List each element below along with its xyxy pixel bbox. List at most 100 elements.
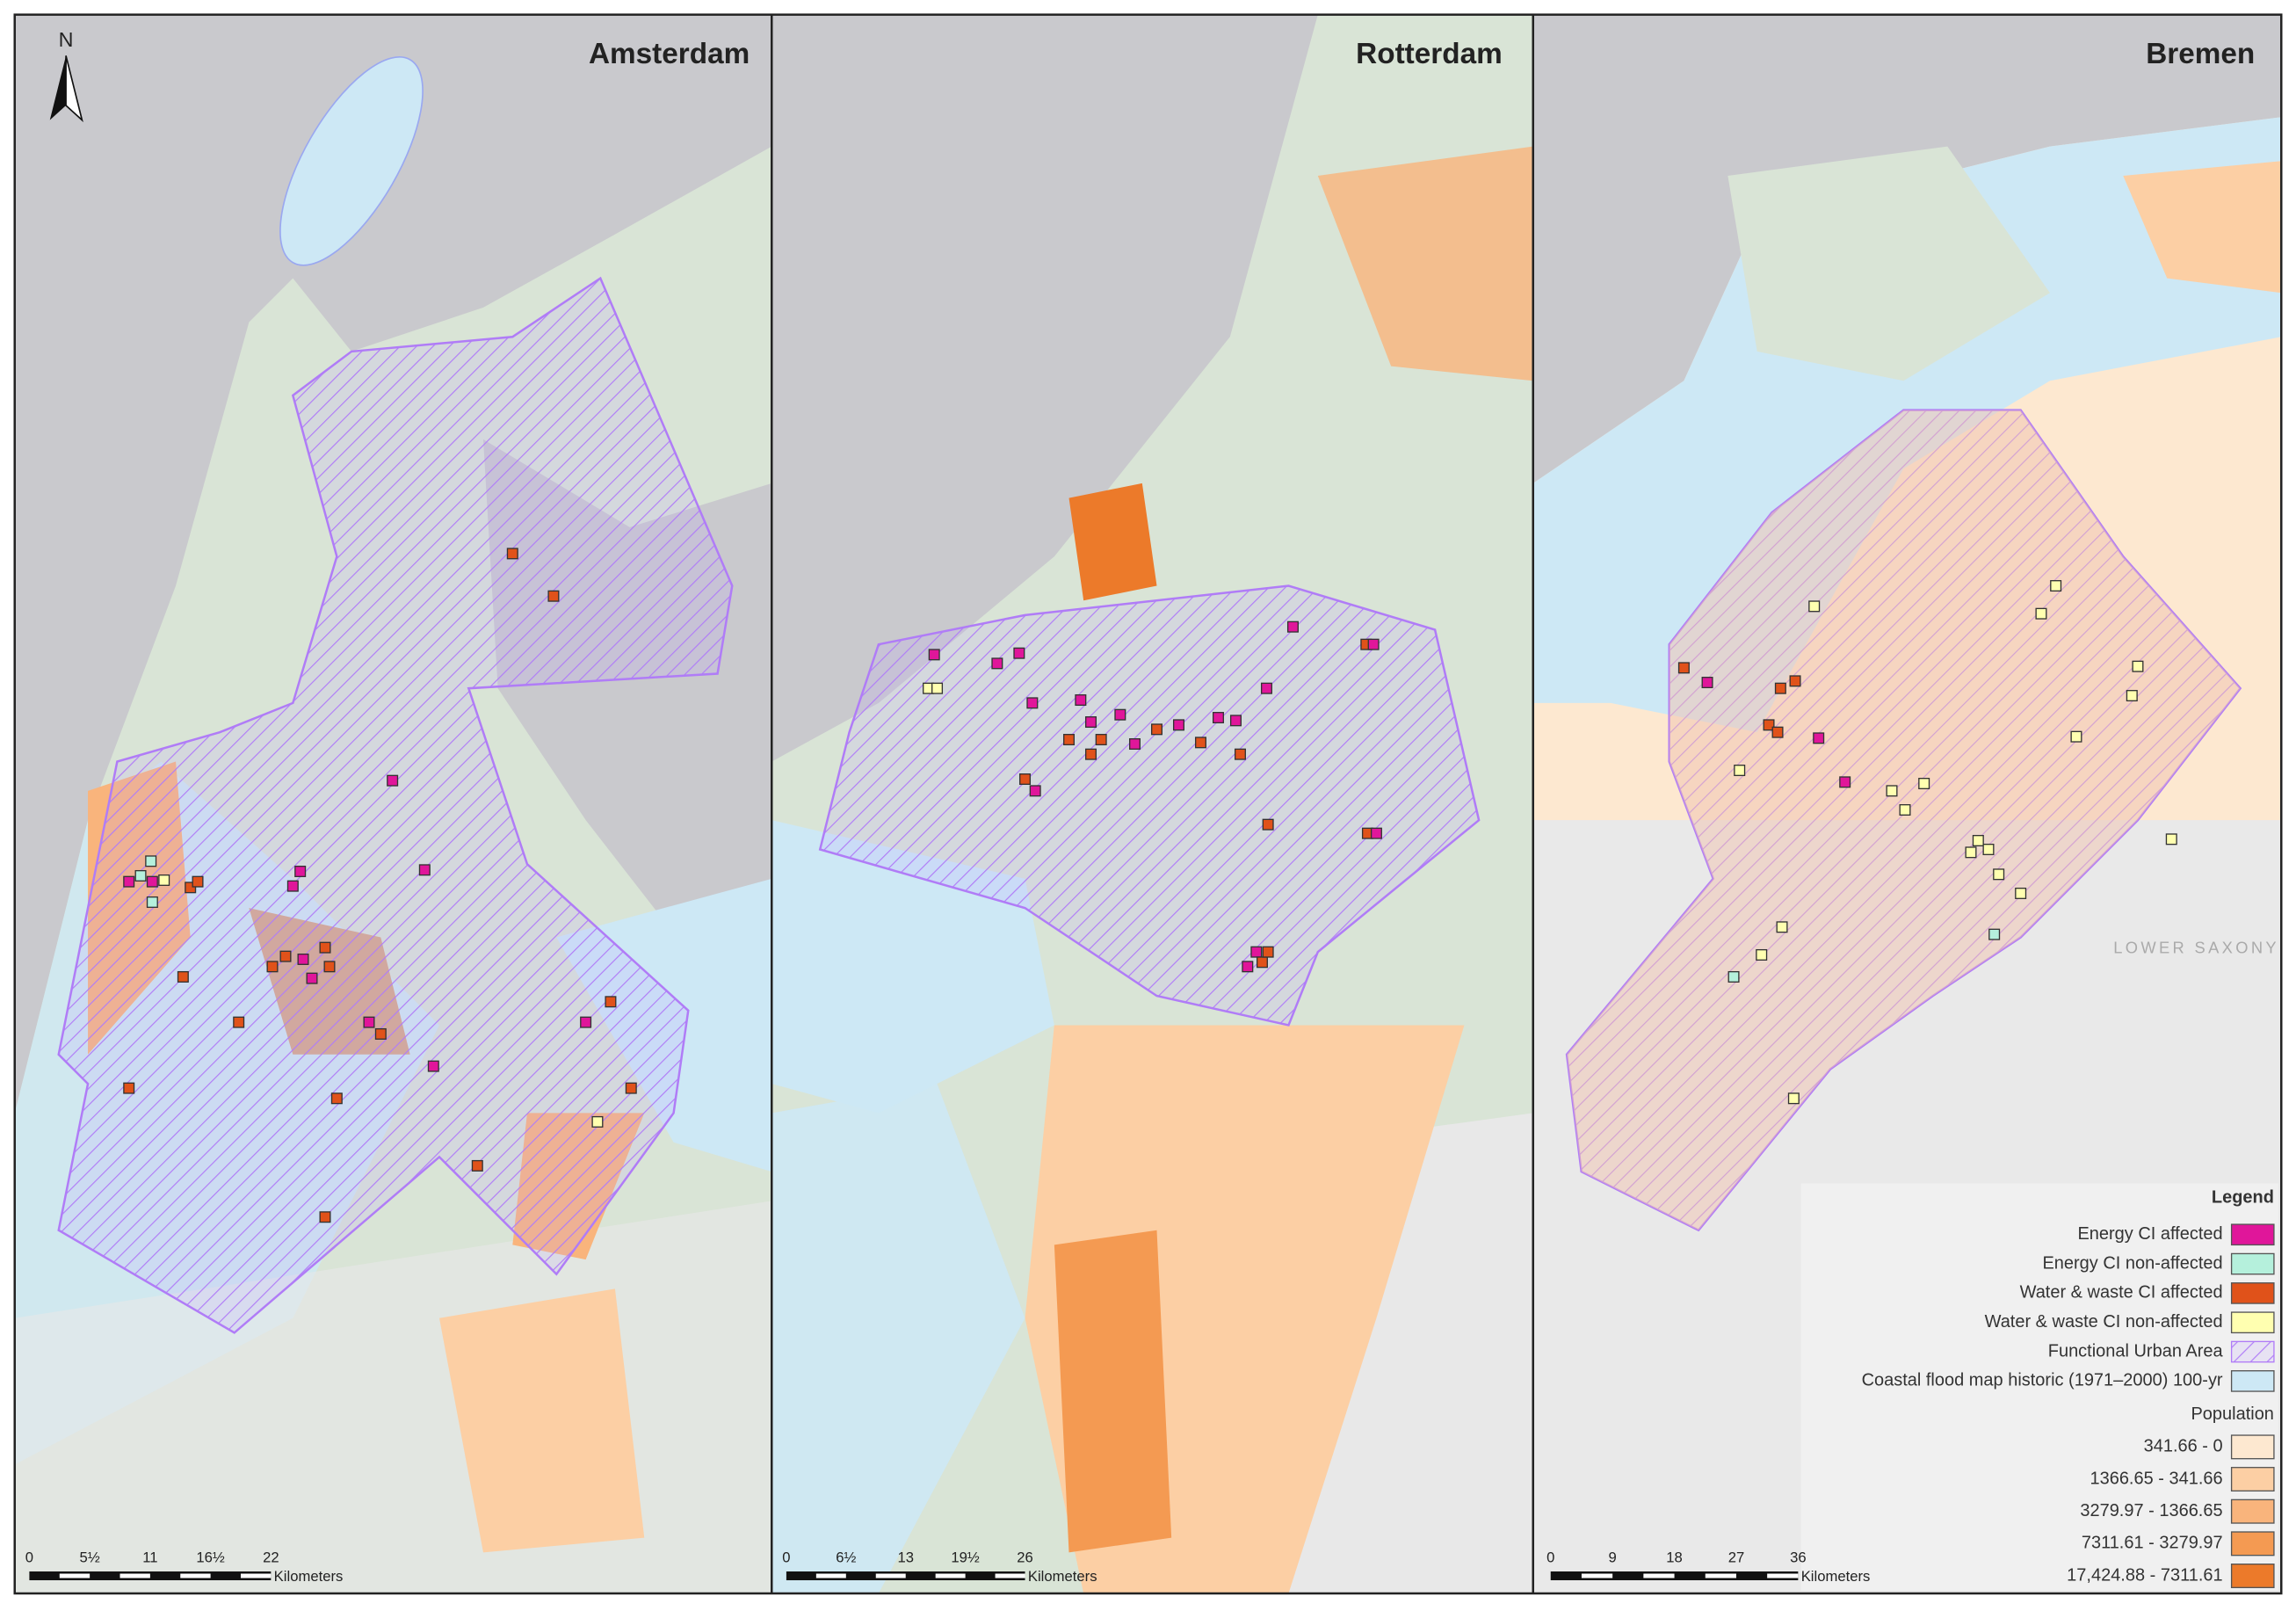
- legend-label: 1366.65 - 341.66: [2090, 1469, 2222, 1488]
- ci-marker: [1993, 868, 2005, 881]
- ci-marker: [427, 1060, 439, 1072]
- scale-bar-segment: [240, 1573, 272, 1578]
- ci-marker: [1972, 834, 1984, 846]
- scale-bar-unit: Kilometers: [1028, 1568, 1097, 1585]
- scale-bar-label: 6½: [836, 1549, 856, 1565]
- scale-bar-segment: [120, 1573, 150, 1578]
- legend-swatch: [2230, 1467, 2275, 1492]
- panel-rotterdam: [771, 14, 1533, 1594]
- ci-marker: [1242, 961, 1254, 973]
- ci-marker: [319, 1211, 331, 1223]
- scale-bar-label: 36: [1790, 1549, 1807, 1565]
- scale-bar-segment: [995, 1573, 1025, 1578]
- scale-bar-unit: Kilometers: [1801, 1568, 1871, 1585]
- ci-marker: [387, 774, 399, 787]
- ci-marker: [1701, 677, 1713, 689]
- ci-marker: [145, 855, 157, 867]
- ci-marker: [2015, 887, 2027, 899]
- legend-swatch: [2230, 1252, 2275, 1275]
- ci-marker: [158, 874, 170, 886]
- scale-bar-segment: [935, 1573, 966, 1578]
- ci-marker: [1771, 726, 1784, 738]
- ci-marker: [146, 896, 158, 908]
- legend-swatch: [2230, 1223, 2275, 1246]
- ci-marker: [1262, 818, 1274, 831]
- legend-label: Water & waste CI affected: [2020, 1283, 2223, 1303]
- legend-label: Energy CI non-affected: [2042, 1253, 2222, 1273]
- ci-marker: [1808, 600, 1821, 613]
- ci-marker: [1234, 748, 1246, 760]
- ci-marker: [1026, 697, 1039, 709]
- ci-marker: [1886, 785, 1898, 797]
- legend-title: Legend: [2212, 1187, 2274, 1207]
- ci-marker: [591, 1115, 604, 1128]
- ci-marker: [928, 649, 940, 661]
- ci-marker: [605, 996, 617, 1008]
- scale-bar-label: 27: [1728, 1549, 1745, 1565]
- ci-marker: [306, 972, 318, 984]
- legend-swatch: [2230, 1564, 2275, 1589]
- ci-marker: [1095, 734, 1107, 746]
- ci-marker: [1813, 732, 1825, 744]
- scale-bar-label: 5½: [80, 1549, 100, 1565]
- ci-marker: [2050, 580, 2062, 592]
- scale-bar-segment: [180, 1573, 211, 1578]
- scale-bar-label: 0: [1546, 1549, 1554, 1565]
- ci-marker: [146, 875, 158, 888]
- legend-swatch: [2230, 1340, 2275, 1363]
- ci-marker: [1114, 708, 1126, 721]
- ci-marker: [266, 961, 279, 973]
- ci-marker: [1063, 734, 1076, 746]
- ci-marker: [418, 864, 431, 876]
- ci-marker: [294, 865, 307, 877]
- scale-bar-segment: [1643, 1573, 1675, 1578]
- ci-marker: [471, 1159, 483, 1172]
- legend-label: Energy CI affected: [2077, 1224, 2222, 1244]
- ci-marker: [1172, 719, 1184, 731]
- ci-marker: [1763, 719, 1775, 731]
- ci-marker: [297, 953, 309, 965]
- ci-marker: [1677, 662, 1690, 674]
- legend-label: Functional Urban Area: [2048, 1341, 2224, 1361]
- ci-marker: [1787, 1092, 1800, 1105]
- ci-marker: [1256, 956, 1268, 969]
- ci-marker: [2070, 730, 2082, 743]
- scale-bar-label: 18: [1666, 1549, 1683, 1565]
- ci-marker: [1013, 647, 1025, 659]
- ci-marker: [1262, 946, 1274, 958]
- ci-marker: [1965, 846, 1977, 859]
- ci-marker: [580, 1016, 592, 1028]
- ci-marker: [1370, 827, 1382, 839]
- ci-marker: [1229, 715, 1242, 727]
- legend-label: 341.66 - 0: [2144, 1437, 2223, 1456]
- scale-bar-unit: Kilometers: [274, 1568, 344, 1585]
- legend-swatch: [2230, 1282, 2275, 1304]
- ci-marker: [1029, 785, 1041, 797]
- legend-label: Coastal flood map historic (1971–2000) 1…: [1862, 1371, 2223, 1390]
- panel-amsterdam: [14, 14, 772, 1594]
- scale-bar-label: 19½: [951, 1549, 980, 1565]
- ci-marker: [192, 875, 204, 888]
- ci-marker: [1085, 716, 1097, 729]
- ci-marker: [1899, 804, 1911, 816]
- legend-swatch: [2230, 1370, 2275, 1392]
- ci-marker: [233, 1016, 245, 1028]
- north-label: N: [59, 28, 74, 51]
- legend-subtitle: Population: [2191, 1404, 2273, 1424]
- ci-marker: [1918, 778, 1930, 790]
- ci-marker: [1075, 694, 1087, 707]
- panel-title: Rotterdam: [1356, 38, 1503, 70]
- ci-marker: [1250, 946, 1263, 958]
- ci-marker: [279, 950, 292, 962]
- ci-marker: [134, 869, 147, 882]
- legend-label: 3279.97 - 1366.65: [2080, 1501, 2222, 1520]
- ci-marker: [1085, 748, 1097, 760]
- scale-bar-label: 22: [263, 1549, 279, 1565]
- ci-marker: [1988, 928, 2001, 940]
- place-label: LOWER SAXONY: [2113, 939, 2279, 957]
- legend-box: [1800, 1183, 2278, 1591]
- ci-marker: [1839, 776, 1851, 788]
- scale-bar-segment: [59, 1573, 91, 1578]
- legend-swatch: [2230, 1311, 2275, 1334]
